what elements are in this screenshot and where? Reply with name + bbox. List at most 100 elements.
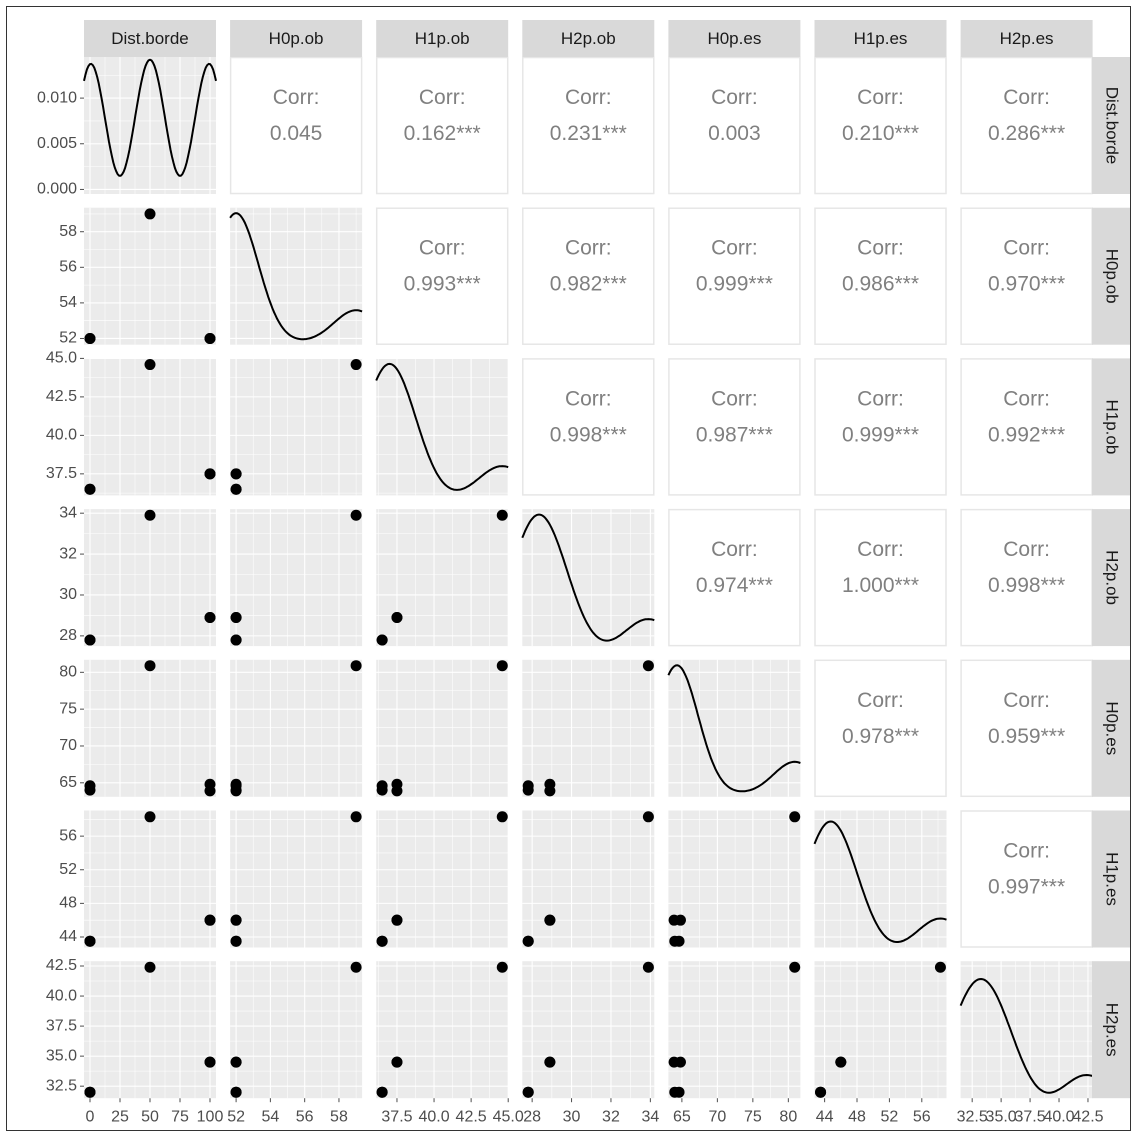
x-tick-label: 48 <box>848 1108 866 1125</box>
y-tick-label: 45.0 <box>46 350 77 367</box>
panel-h0p-ob-h1p-ob: Corr: 0.993*** <box>375 207 509 345</box>
panel-background <box>230 358 363 496</box>
panel-dist-borde-h2p-ob: Corr: 0.231*** <box>522 56 655 195</box>
scatter-point <box>544 914 556 926</box>
corr-value: 0.993*** <box>404 273 481 296</box>
corr-value: 0.986*** <box>842 273 919 296</box>
scatter-point <box>376 935 388 947</box>
panel-h2p-es-h2p-es <box>959 961 1093 1099</box>
corr-value: 0.998*** <box>550 423 627 446</box>
panels: Corr:0.045Corr:0.162***Corr:0.231***Corr… <box>83 56 1093 1099</box>
panel-h2p-es-h0p-es <box>668 961 801 1099</box>
scatter-point <box>391 611 403 623</box>
panel-h1p-ob-h0p-es: Corr: 0.987*** <box>668 358 801 496</box>
scatter-point <box>674 1056 686 1068</box>
corr-panel-frame <box>960 207 1093 345</box>
scatter-point <box>144 660 156 672</box>
panel-h0p-es-h2p-es: Corr: 0.959*** <box>960 659 1093 798</box>
column-strip-label: H0p.ob <box>269 29 324 48</box>
panel-h1p-ob-h2p-ob: Corr: 0.998*** <box>522 358 655 496</box>
row-strip-label: H1p.ob <box>1103 399 1122 454</box>
scatter-point <box>789 811 801 823</box>
panel-dist-borde-h1p-ob: Corr: 0.162*** <box>375 56 509 195</box>
y-tick-label: 0.005 <box>37 135 77 152</box>
panel-h1p-es-h1p-ob <box>376 810 509 948</box>
corr-value: 0.999*** <box>842 423 919 446</box>
x-tick-label: 56 <box>296 1108 314 1125</box>
x-tick-label: 42.5 <box>456 1108 487 1125</box>
y-tick-label: 54 <box>59 294 77 311</box>
column-strip-h2p-es <box>960 20 1093 57</box>
panel-h0p-es-h0p-ob <box>230 659 363 797</box>
scatter-point <box>230 1086 242 1098</box>
panel-dist-borde-h2p-es: Corr: 0.286*** <box>960 56 1093 195</box>
panel-background <box>522 810 655 948</box>
corr-value: 0.959*** <box>988 725 1065 748</box>
scatter-point <box>84 935 96 947</box>
scatter-point <box>544 778 556 790</box>
row-strip-h0p-ob <box>1092 207 1130 345</box>
y-tick-label: 32.5 <box>46 1077 77 1094</box>
scatter-point <box>496 509 508 521</box>
x-tick-label: 32.5 <box>957 1108 988 1125</box>
panel-background <box>376 961 509 1099</box>
row-strip-label: H1p.es <box>1103 852 1122 906</box>
scatter-point <box>84 784 96 796</box>
x-tick-label: 58 <box>330 1108 348 1125</box>
corr-panel-frame <box>229 56 363 195</box>
x-tick-label: 50 <box>141 1108 159 1125</box>
panel-background <box>668 810 801 948</box>
density-curve <box>229 212 363 341</box>
scatter-point <box>230 1056 242 1068</box>
scatter-point <box>350 811 362 823</box>
scatter-point <box>84 634 96 646</box>
scatter-point <box>204 914 216 926</box>
panel-h1p-es-h1p-es <box>813 810 947 948</box>
row-strip-h1p-ob <box>1092 358 1130 496</box>
strips: Dist.borde H0p.ob H1p.ob H2p.ob H0p.es H1p.es… <box>84 20 1130 1099</box>
panel-background <box>230 509 363 647</box>
y-tick-label: 40.0 <box>46 987 77 1004</box>
panel-background <box>230 207 363 345</box>
column-strip-label: H2p.es <box>1000 29 1054 48</box>
panel-h0p-ob-h0p-es: Corr: 0.999*** <box>668 207 801 345</box>
panel-h2p-es-dist-borde <box>84 961 216 1099</box>
y-tick-label: 52 <box>59 861 77 878</box>
scatter-point <box>522 784 534 796</box>
panel-background <box>376 810 509 948</box>
corr-label: Corr: <box>419 86 466 109</box>
scatter-point <box>230 778 242 790</box>
scatter-point <box>642 961 654 973</box>
y-tick-label: 44 <box>59 928 77 945</box>
scatter-point <box>669 935 681 947</box>
corr-label: Corr: <box>565 387 612 410</box>
column-strip-label: H1p.es <box>854 29 908 48</box>
scatter-point <box>934 961 946 973</box>
scatter-point <box>350 359 362 371</box>
axes: 0.0000.0050.0105254565837.540.042.545.02… <box>37 89 1104 1125</box>
scatter-point <box>391 778 403 790</box>
x-tick-label: 65 <box>673 1108 691 1125</box>
corr-panel-frame <box>375 207 509 345</box>
panel-background <box>814 810 947 948</box>
panel-h1p-es-h0p-es <box>668 810 801 948</box>
x-tick-label: 40.0 <box>1043 1108 1074 1125</box>
corr-value: 0.992*** <box>988 423 1065 446</box>
scatter-point <box>815 1086 827 1098</box>
corr-panel-frame <box>522 358 655 496</box>
corr-value: 0.003 <box>708 122 761 145</box>
corr-value: 0.997*** <box>988 876 1065 899</box>
scatter-point <box>376 784 388 796</box>
panel-background <box>230 961 363 1099</box>
panel-h0p-es-h2p-ob <box>522 659 655 797</box>
density-curve <box>83 58 217 177</box>
panel-h0p-es-h0p-es <box>667 659 801 797</box>
y-tick-label: 48 <box>59 895 77 912</box>
panel-h0p-ob-h0p-ob <box>229 207 363 345</box>
column-strip-h0p-ob <box>230 20 363 57</box>
x-tick-label: 37.5 <box>381 1108 412 1125</box>
corr-label: Corr: <box>1003 86 1050 109</box>
scatter-point <box>522 935 534 947</box>
corr-value: 0.998*** <box>988 574 1065 597</box>
corr-label: Corr: <box>1003 840 1050 863</box>
